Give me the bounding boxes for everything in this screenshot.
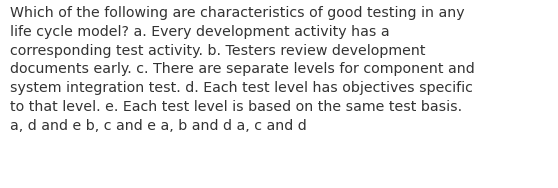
Text: Which of the following are characteristics of good testing in any
life cycle mod: Which of the following are characteristi… (10, 6, 475, 133)
